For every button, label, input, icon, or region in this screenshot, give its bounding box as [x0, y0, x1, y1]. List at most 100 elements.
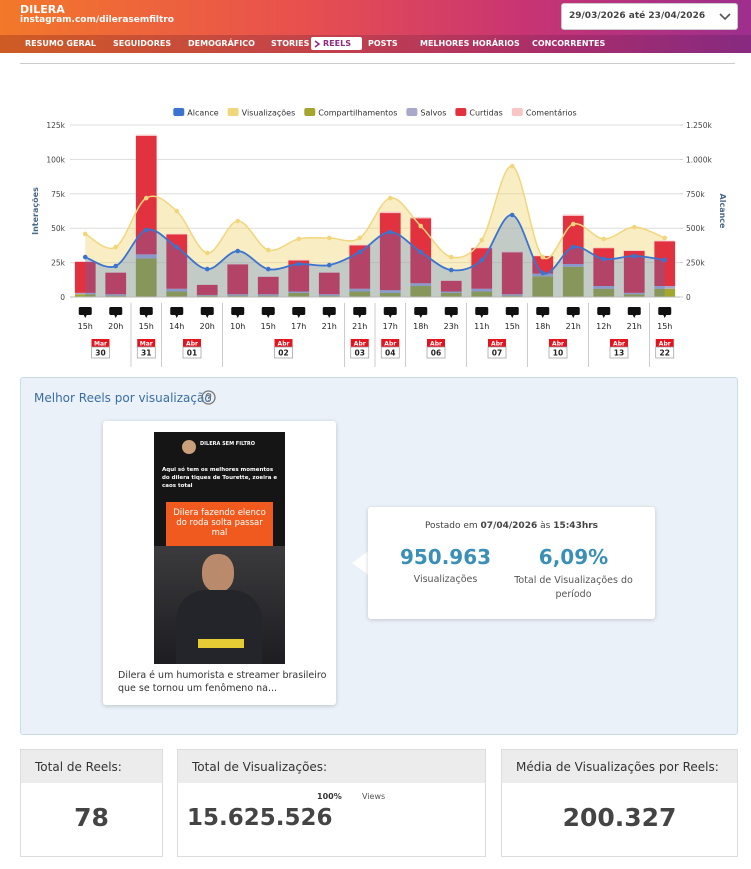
y-tick-label: 100k	[46, 155, 65, 164]
bar-segment	[623, 294, 645, 297]
bar-segment	[257, 294, 279, 296]
day-box	[91, 346, 110, 359]
help-icon[interactable]	[201, 390, 216, 405]
month-label: Abr	[552, 341, 564, 348]
day-box	[182, 346, 202, 359]
day-label: 03	[355, 349, 365, 358]
y2-tick-label: 250k	[686, 259, 705, 268]
bar-segment	[623, 250, 645, 251]
bar-segment	[196, 294, 218, 296]
nav-tab[interactable]: DEMOGRÁFICO	[188, 39, 255, 48]
comment-icon	[597, 307, 611, 318]
point	[448, 254, 454, 260]
comment-icon	[261, 307, 275, 318]
bar-segment	[532, 276, 554, 297]
nav-tab[interactable]: MELHORES HORÁRIOS	[420, 39, 520, 48]
card-value: 15.625.526	[187, 805, 333, 831]
views-value: 950.963	[399, 545, 492, 569]
legend-item: Compartilhamentos	[304, 108, 397, 118]
point	[296, 261, 302, 267]
comment-icon	[353, 307, 367, 318]
legend-swatch	[455, 108, 467, 116]
legend-item: Visualizações	[227, 108, 295, 118]
y2-tick-label: 500k	[686, 224, 705, 233]
nav-tab[interactable]: RESUMO GERAL	[25, 39, 96, 48]
legend-swatch	[227, 108, 239, 116]
month-label: Mar	[140, 341, 153, 348]
comment-icon	[505, 307, 519, 318]
y-axis-title: Interações	[31, 187, 40, 235]
card-title: Total de Reels:	[21, 750, 162, 783]
y-tick-label: 50k	[51, 224, 66, 233]
point	[448, 267, 454, 273]
day-label: 07	[492, 349, 502, 358]
nav-tab[interactable]: CONCORRENTES	[532, 39, 606, 48]
day-box	[426, 346, 446, 359]
posted-at: às	[540, 521, 551, 531]
comment-icon	[292, 307, 306, 318]
day-label: 13	[614, 349, 624, 358]
day-label: 31	[141, 349, 151, 358]
point	[601, 256, 607, 262]
thumb-caption: Aqui só tem os melhores momentos do dile…	[162, 467, 278, 489]
comment-icon	[322, 307, 336, 318]
panel-title: Melhor Reels por visualização	[34, 391, 212, 405]
bar-segment	[379, 211, 401, 214]
y2-tick-label: 1.250k	[686, 121, 712, 130]
posted-date: 07/04/2026	[480, 521, 538, 531]
point	[82, 254, 88, 260]
bar-segment	[654, 288, 676, 297]
bar-segment	[166, 233, 188, 235]
x-tick-label: 18h	[535, 322, 550, 331]
nav-tab[interactable]: STORIES	[271, 39, 310, 48]
bar-segment	[166, 291, 188, 297]
x-tick-label: 21h	[322, 322, 337, 331]
legend-swatch	[406, 108, 418, 116]
point	[540, 270, 546, 276]
point	[265, 266, 271, 272]
reel-card[interactable]: DILERA SEM FILTRO Aqui só tem os melhore…	[103, 421, 336, 705]
nav-tab[interactable]: POSTS	[368, 39, 398, 48]
legend-label: Comentários	[526, 109, 577, 118]
day-label: 04	[385, 349, 395, 358]
month-badge	[549, 339, 567, 347]
bar-segment	[74, 294, 96, 297]
bar-segment	[501, 251, 523, 253]
y2-axis-title: Alcance	[718, 194, 727, 230]
date-picker[interactable]: 29/03/2026 até 23/04/2026	[561, 3, 738, 30]
comment-icon	[658, 307, 672, 318]
day-box	[136, 346, 156, 359]
y2-tick-label: 750k	[686, 190, 705, 199]
posted-line: Postado em 07/04/2026 às 15:43hrs	[368, 521, 655, 531]
area-line	[84, 165, 666, 260]
y-tick-label: 25k	[51, 259, 66, 268]
legend-label: Compartilhamentos	[318, 109, 397, 118]
legend-item: Alcance	[173, 108, 219, 118]
point	[631, 224, 637, 230]
point	[570, 221, 576, 227]
day-box	[380, 346, 400, 359]
tab-arrow	[314, 40, 320, 48]
point	[540, 254, 546, 260]
card-value: 78	[74, 803, 109, 832]
bar-segment	[471, 288, 493, 292]
comment-icon	[109, 307, 123, 318]
thumb-body	[176, 590, 262, 664]
thumb-overlay: Dilera fazendo elenco do roda solta pass…	[166, 502, 273, 546]
day-label: 30	[95, 349, 105, 358]
reel-thumbnail: DILERA SEM FILTRO Aqui só tem os melhore…	[154, 432, 285, 664]
point	[296, 236, 302, 242]
y-tick-label: 75k	[51, 190, 66, 199]
point	[662, 235, 668, 241]
month-badge	[350, 339, 369, 347]
header: DILERA instagram.com/dilerasemfiltro 29/…	[0, 0, 751, 35]
bar-segment	[562, 263, 584, 267]
bar-segment	[349, 291, 371, 297]
nav-tab[interactable]: REELS	[323, 39, 351, 48]
month-label: Abr	[354, 341, 366, 348]
nav-tab[interactable]: SEGUIDORES	[113, 39, 172, 48]
point	[357, 249, 363, 255]
bar-segment	[135, 134, 157, 137]
legend-label: Alcance	[187, 109, 218, 118]
month-badge	[183, 339, 201, 347]
